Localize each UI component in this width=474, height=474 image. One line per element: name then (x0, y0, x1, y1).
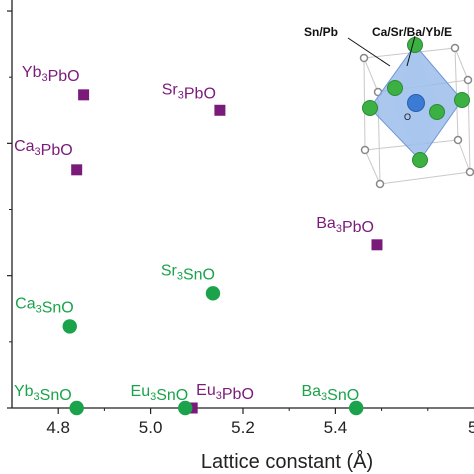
data-label-ba3pbo: Ba3PbO (316, 215, 374, 236)
point-yb3pbo (78, 89, 90, 101)
a-site-atom (362, 100, 378, 116)
data-label-yb3sno: Yb3SnO (14, 383, 72, 404)
point-sr3pbo (214, 104, 226, 116)
data-label-eu3pbo: Eu3PbO (196, 382, 254, 403)
x-axis-title: Lattice constant (Å) (201, 450, 373, 473)
crystal-structure-inset: O Sn/Pb Ca/Sr/Ba/Yb/E (304, 25, 474, 189)
point-ba3pbo (371, 239, 383, 251)
b-site-atom (453, 135, 463, 145)
point-ca3sno (62, 319, 77, 334)
a-site-atom (454, 92, 470, 108)
bsite-label: Sn/Pb (304, 25, 338, 39)
point-eu3sno (178, 400, 193, 416)
data-label-sr3pbo: Sr3PbO (162, 81, 216, 102)
b-site-atom (450, 43, 460, 53)
cell-edge (364, 149, 381, 185)
x-tick-label: 5.2 (231, 418, 255, 437)
data-label-sr3sno: Sr3SnO (161, 262, 215, 283)
data-label-ca3sno: Ca3SnO (15, 295, 74, 316)
a-site-atom (387, 80, 403, 96)
bsite-leader (347, 37, 391, 67)
asite-leader (406, 35, 416, 67)
point-ba3sno (348, 400, 364, 416)
data-label-eu3sno: Eu3SnO (131, 383, 189, 404)
a-site-atom (429, 104, 445, 120)
cell-edge (454, 47, 469, 81)
a-site-atom (407, 37, 423, 53)
x-tick-label: 4.8 (46, 418, 70, 437)
a-site-atom (412, 152, 428, 168)
data-labels: Yb3PbO Ca3PbO Sr3PbO Ba3PbO Eu3PbO Ca3SnO Sr3S… (14, 64, 374, 404)
b-site-atom (463, 75, 473, 85)
point-sr3sno (205, 286, 221, 301)
o-label: O (404, 112, 411, 122)
data-label-ba3sno: Ba3SnO (301, 383, 359, 404)
asite-label: Ca/Sr/Ba/Yb/E (372, 25, 452, 39)
cell-edge (467, 79, 471, 173)
point-ca3pbo (71, 164, 83, 176)
b-site-atom (360, 145, 370, 155)
b-site-atom (375, 179, 385, 189)
x-tick-label: 5.4 (324, 418, 348, 437)
x-tick-label-edge: 5 (468, 418, 474, 437)
b-site-atom (465, 167, 474, 177)
cell-edge (457, 139, 471, 173)
cell-edge (379, 171, 471, 185)
x-tick-label: 5.0 (139, 418, 163, 437)
data-marks (62, 89, 383, 416)
point-yb3sno (69, 400, 84, 416)
cell-edge (363, 57, 379, 93)
b-site-atom (359, 53, 369, 63)
data-label-yb3pbo: Yb3PbO (22, 64, 80, 85)
data-label-ca3pbo: Ca3PbO (14, 138, 73, 159)
o-atom (407, 94, 425, 112)
axes: 4.8 5.0 5.2 5.4 5 (7, 0, 474, 437)
